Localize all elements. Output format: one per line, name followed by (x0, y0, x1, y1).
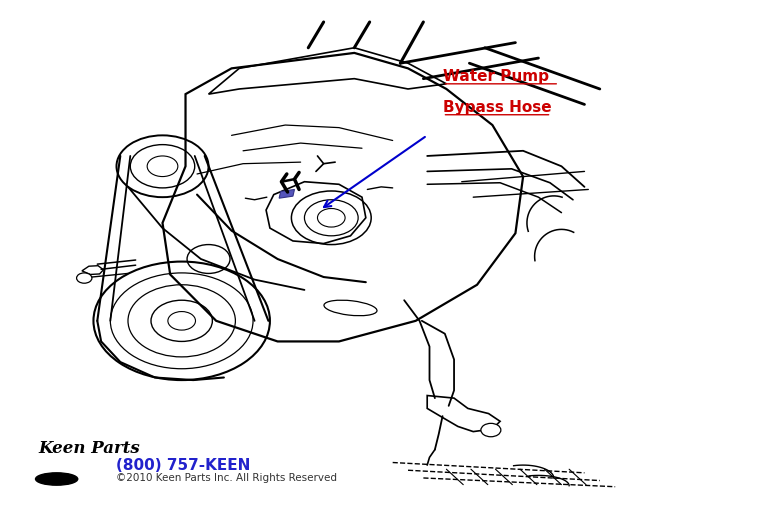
Circle shape (76, 273, 92, 283)
Text: (800) 757-KEEN: (800) 757-KEEN (116, 458, 251, 473)
Text: Bypass Hose: Bypass Hose (443, 100, 551, 115)
Text: Keen Parts: Keen Parts (38, 440, 140, 457)
Ellipse shape (35, 473, 78, 485)
Text: ©2010 Keen Parts Inc. All Rights Reserved: ©2010 Keen Parts Inc. All Rights Reserve… (116, 473, 337, 483)
Text: Water Pump: Water Pump (443, 69, 554, 84)
Polygon shape (279, 190, 294, 198)
Polygon shape (82, 266, 103, 275)
Circle shape (481, 423, 500, 437)
